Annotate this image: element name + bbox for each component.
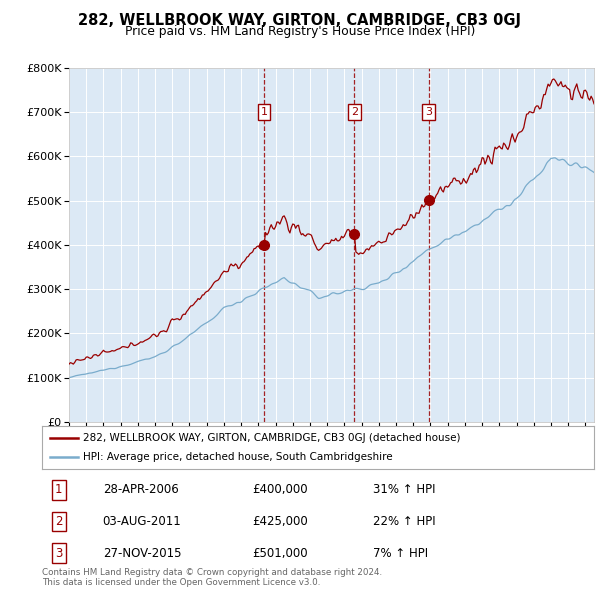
Text: 2: 2 xyxy=(55,515,62,528)
Text: £501,000: £501,000 xyxy=(252,546,307,559)
Text: Price paid vs. HM Land Registry's House Price Index (HPI): Price paid vs. HM Land Registry's House … xyxy=(125,25,475,38)
Text: 28-APR-2006: 28-APR-2006 xyxy=(103,483,178,496)
Text: £425,000: £425,000 xyxy=(252,515,308,528)
Text: 282, WELLBROOK WAY, GIRTON, CAMBRIDGE, CB3 0GJ (detached house): 282, WELLBROOK WAY, GIRTON, CAMBRIDGE, C… xyxy=(83,432,461,442)
Text: 27-NOV-2015: 27-NOV-2015 xyxy=(103,546,181,559)
Text: 31% ↑ HPI: 31% ↑ HPI xyxy=(373,483,436,496)
Text: 3: 3 xyxy=(55,546,62,559)
Text: 2: 2 xyxy=(351,107,358,117)
Text: 03-AUG-2011: 03-AUG-2011 xyxy=(103,515,181,528)
Text: 1: 1 xyxy=(55,483,62,496)
Text: 3: 3 xyxy=(425,107,432,117)
Text: 22% ↑ HPI: 22% ↑ HPI xyxy=(373,515,436,528)
Text: £400,000: £400,000 xyxy=(252,483,307,496)
Text: Contains HM Land Registry data © Crown copyright and database right 2024.
This d: Contains HM Land Registry data © Crown c… xyxy=(42,568,382,587)
Text: 282, WELLBROOK WAY, GIRTON, CAMBRIDGE, CB3 0GJ: 282, WELLBROOK WAY, GIRTON, CAMBRIDGE, C… xyxy=(79,13,521,28)
Text: 7% ↑ HPI: 7% ↑ HPI xyxy=(373,546,428,559)
Text: HPI: Average price, detached house, South Cambridgeshire: HPI: Average price, detached house, Sout… xyxy=(83,453,393,463)
Text: 1: 1 xyxy=(260,107,268,117)
